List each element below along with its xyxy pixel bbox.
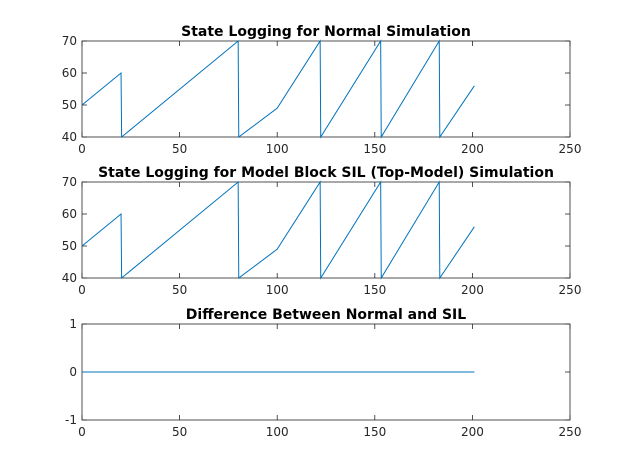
x-tick-label: 0 xyxy=(78,283,86,297)
x-tick-label: 0 xyxy=(78,425,86,439)
x-tick-label: 0 xyxy=(78,142,86,156)
x-tick-label: 150 xyxy=(363,283,386,297)
x-tick-label: 250 xyxy=(559,142,582,156)
y-tick-label: 1 xyxy=(69,317,77,331)
x-tick-label: 100 xyxy=(266,142,289,156)
series-line-1 xyxy=(81,180,475,280)
y-tick-label: 50 xyxy=(62,239,77,253)
y-tick-label: 70 xyxy=(62,175,77,189)
y-tick-label: 60 xyxy=(62,207,77,221)
subplot-3: Difference Between Normal and SIL 0 50 100 1… xyxy=(65,307,581,439)
x-tick-label: 250 xyxy=(559,425,582,439)
y-tick-label: 0 xyxy=(69,365,77,379)
subplot-1: State Logging for Normal Simulation 0 50 10… xyxy=(62,24,582,156)
y-tick-label: 60 xyxy=(62,66,77,80)
x-tick-label: 100 xyxy=(266,283,289,297)
x-tick-label: 100 xyxy=(266,425,289,439)
x-tick-label: 250 xyxy=(559,283,582,297)
x-tick-label: 200 xyxy=(461,425,484,439)
series-line-1 xyxy=(81,39,475,139)
plot-area xyxy=(81,181,571,279)
x-tick-label: 150 xyxy=(363,142,386,156)
y-tick-label: 40 xyxy=(62,271,77,285)
x-tick-label: 50 xyxy=(172,142,187,156)
chart-title: Difference Between Normal and SIL xyxy=(186,307,466,323)
y-tick-label: 40 xyxy=(62,130,77,144)
x-tick-label: 200 xyxy=(461,283,484,297)
y-tick-label: -1 xyxy=(65,413,77,427)
x-tick-label: 50 xyxy=(172,425,187,439)
y-tick-label: 50 xyxy=(62,98,77,112)
x-tick-label: 150 xyxy=(363,425,386,439)
x-tick-label: 50 xyxy=(172,283,187,297)
y-tick-label: 70 xyxy=(62,34,77,48)
chart-title: State Logging for Normal Simulation xyxy=(181,24,471,40)
subplot-2: State Logging for Model Block SIL (Top-M… xyxy=(62,165,582,297)
plot-area xyxy=(81,40,571,138)
chart-title: State Logging for Model Block SIL (Top-M… xyxy=(98,165,554,181)
x-tick-label: 200 xyxy=(461,142,484,156)
